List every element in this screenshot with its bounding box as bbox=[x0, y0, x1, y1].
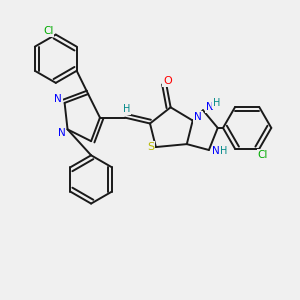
Text: H: H bbox=[123, 104, 130, 114]
Text: N: N bbox=[54, 94, 62, 104]
Text: N: N bbox=[58, 128, 65, 138]
Text: Cl: Cl bbox=[258, 150, 268, 160]
Text: O: O bbox=[163, 76, 172, 86]
Text: H: H bbox=[213, 98, 220, 108]
Text: N: N bbox=[194, 112, 202, 122]
Text: N: N bbox=[212, 146, 220, 157]
Text: H: H bbox=[220, 146, 227, 157]
Text: N: N bbox=[206, 102, 213, 112]
Text: S: S bbox=[147, 142, 154, 152]
Text: Cl: Cl bbox=[43, 26, 54, 36]
